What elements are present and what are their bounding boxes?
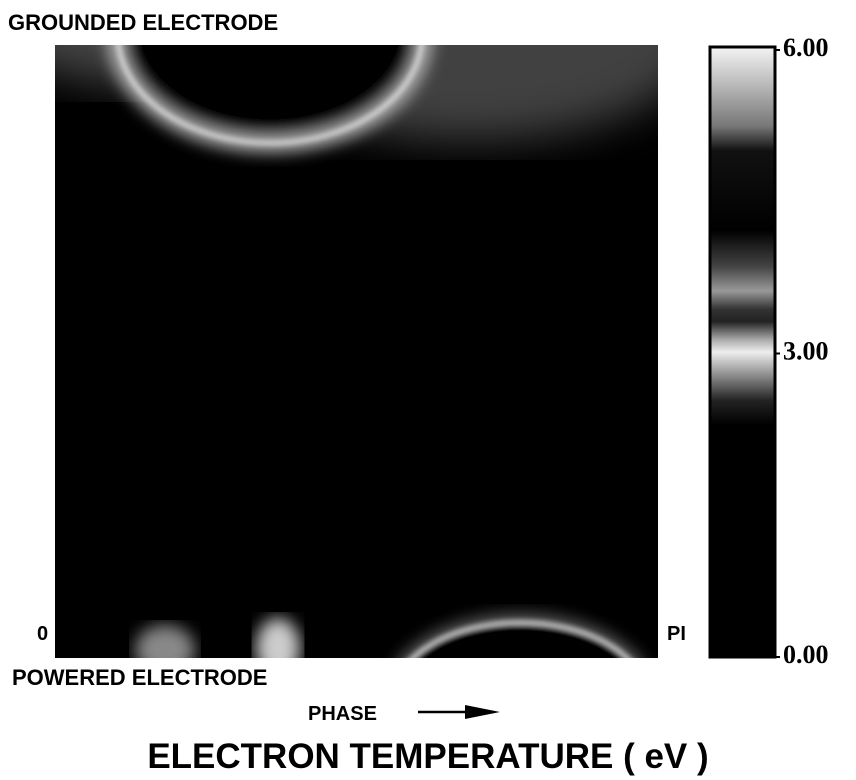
colorbar (708, 45, 777, 659)
colorbar-tick-label: 0.00 (783, 640, 829, 669)
arrow (418, 705, 500, 719)
blob (256, 618, 300, 658)
plot-area (55, 45, 658, 658)
bottom-label: POWERED ELECTRODE (12, 665, 267, 690)
heatmap (55, 45, 658, 658)
top-label: GROUNDED ELECTRODE (8, 10, 278, 35)
chart-title: ELECTRON TEMPERATURE ( eV ) (147, 737, 708, 776)
arc (117, 45, 423, 145)
arc (410, 620, 630, 658)
blob (135, 625, 195, 658)
x-start-label: 0 (37, 623, 48, 645)
x-end-label: PI (667, 623, 686, 645)
x-axis-label: PHASE (308, 703, 377, 725)
colorbar-tick-label: 3.00 (783, 336, 829, 365)
arc-glow (108, 45, 432, 152)
colorbar-tick-label: 6.00 (783, 33, 829, 62)
arc-glow (403, 616, 637, 658)
